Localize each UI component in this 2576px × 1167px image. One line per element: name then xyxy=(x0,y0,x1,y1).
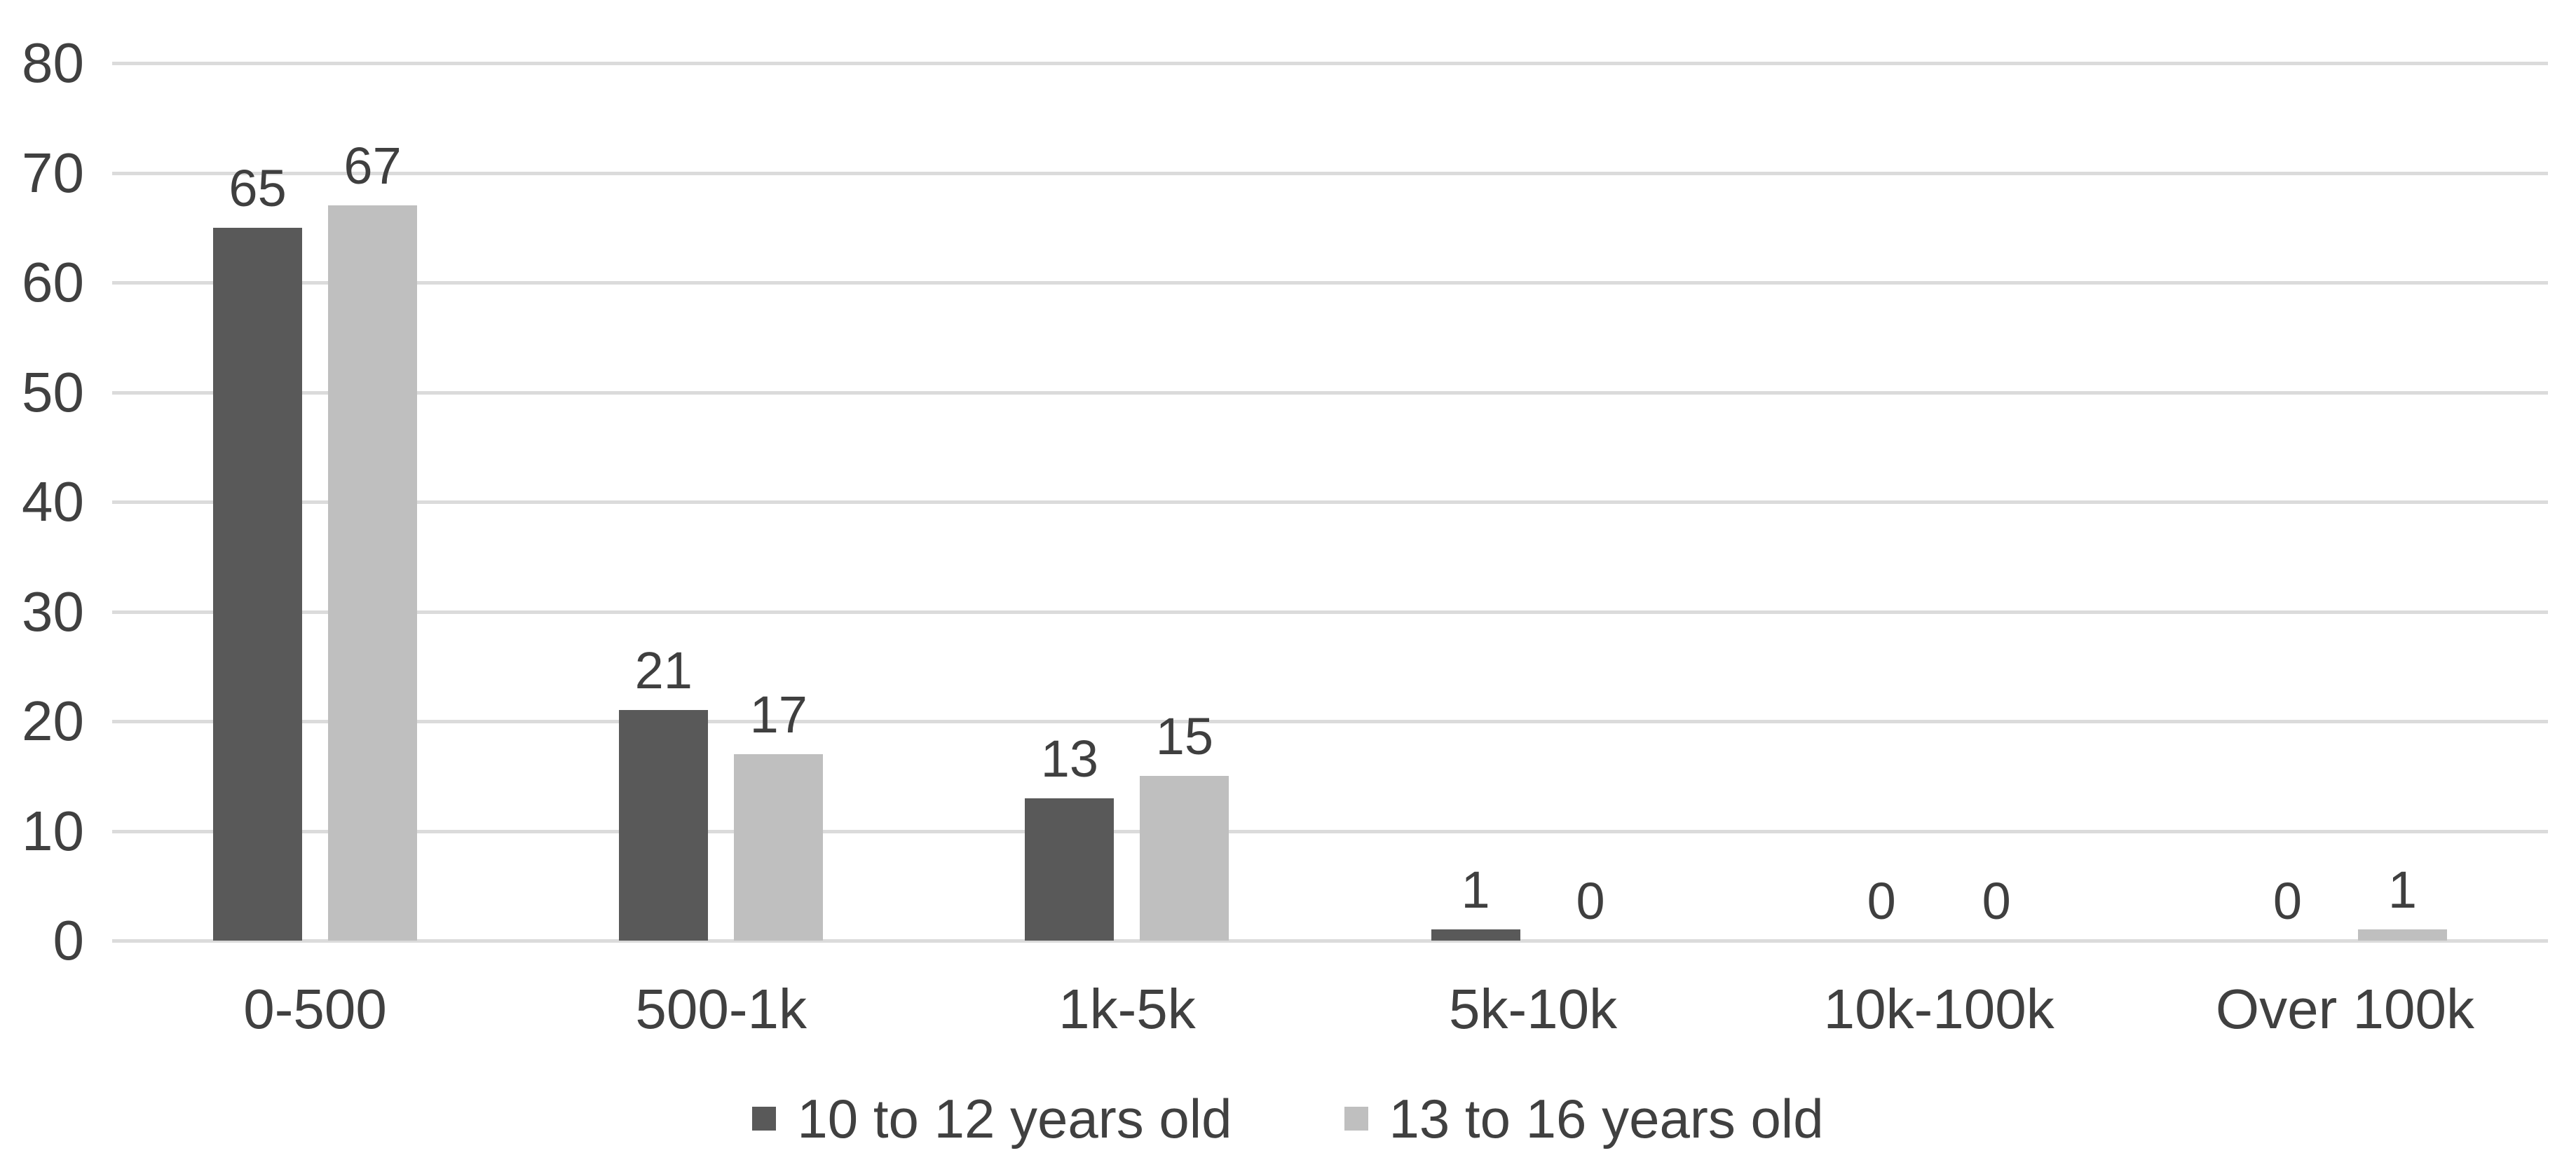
bar-value-label: 1 xyxy=(2387,861,2417,919)
bar-wrap: 17 xyxy=(734,685,824,941)
y-axis-tick-label: 0 xyxy=(53,909,85,971)
bar xyxy=(1025,798,1115,941)
bar-value-label: 13 xyxy=(1040,730,1099,788)
y-axis-tick-label: 40 xyxy=(22,470,84,533)
y-axis-tick-label: 70 xyxy=(22,141,84,204)
bar-wrap: 21 xyxy=(619,641,709,941)
legend: 10 to 12 years old 13 to 16 years old xyxy=(0,1085,2576,1152)
bar xyxy=(213,228,303,941)
y-axis-tick-label: 10 xyxy=(22,799,84,862)
bar-wrap: 13 xyxy=(1025,730,1115,941)
gridline xyxy=(112,829,2548,833)
bar-wrap: 0 xyxy=(1546,872,1635,941)
y-axis-tick-label: 30 xyxy=(22,580,84,643)
bar-wrap: 0 xyxy=(2243,872,2332,941)
x-axis-category-label: 10k-100k xyxy=(1823,978,2054,1040)
bar-wrap: 65 xyxy=(213,159,303,941)
gridline xyxy=(112,171,2548,175)
bar-wrap: 1 xyxy=(2357,861,2447,941)
bar-group: 21 17 xyxy=(518,63,924,941)
legend-swatch-icon xyxy=(1344,1107,1368,1131)
bar xyxy=(328,205,418,941)
bar-wrap: 0 xyxy=(1837,872,1926,941)
x-axis: 0-500 500-1k 1k-5k 5k-10k 10k-100k Over 100k xyxy=(112,976,2548,1046)
x-axis-category-label: Over 100k xyxy=(2215,978,2474,1040)
bar-group: 13 15 xyxy=(924,63,1330,941)
bar-value-label: 0 xyxy=(1982,872,2011,930)
bar-wrap: 15 xyxy=(1140,707,1229,941)
legend-label: 10 to 12 years old xyxy=(797,1088,1232,1149)
legend-swatch-icon xyxy=(752,1107,777,1131)
y-axis-tick-label: 60 xyxy=(22,251,84,313)
bar-value-label: 21 xyxy=(634,641,693,699)
bar-value-label: 65 xyxy=(229,159,287,217)
legend-item-series-2: 13 to 16 years old xyxy=(1344,1085,1824,1152)
legend-label: 13 to 16 years old xyxy=(1389,1088,1824,1149)
gridline xyxy=(112,281,2548,285)
bar xyxy=(2357,929,2447,941)
bar-wrap: 67 xyxy=(328,137,418,941)
y-axis-tick-label: 80 xyxy=(22,32,84,94)
gridline xyxy=(112,720,2548,723)
bar-value-label: 17 xyxy=(749,685,807,744)
bar xyxy=(619,710,709,941)
y-axis-tick-label: 20 xyxy=(22,690,84,752)
y-axis: 0 10 20 30 40 50 60 70 80 xyxy=(0,32,84,971)
bar xyxy=(1431,929,1520,941)
bar-value-label: 15 xyxy=(1155,707,1214,765)
x-axis-category-label: 1k-5k xyxy=(1058,978,1196,1040)
bar-wrap: 0 xyxy=(1952,872,2041,941)
bar xyxy=(1140,776,1229,941)
gridline xyxy=(112,939,2548,943)
bar-wrap: 1 xyxy=(1431,861,1520,941)
gridline xyxy=(112,610,2548,614)
gridline xyxy=(112,390,2548,395)
x-axis-category-label: 0-500 xyxy=(243,978,387,1040)
bar-value-label: 1 xyxy=(1461,861,1490,919)
x-axis-category-label: 5k-10k xyxy=(1449,978,1618,1040)
bar-value-label: 67 xyxy=(343,137,402,195)
plot-area: 65 67 21 17 13 15 1 0 0 0 0 1 xyxy=(112,62,2548,943)
bar-value-label: 0 xyxy=(2272,872,2302,930)
x-axis-category-label: 500-1k xyxy=(635,978,807,1040)
legend-item-series-1: 10 to 12 years old xyxy=(752,1085,1232,1152)
y-axis-tick-label: 50 xyxy=(22,360,84,423)
gridline xyxy=(112,62,2548,65)
gridline xyxy=(112,500,2548,504)
bar xyxy=(734,754,824,941)
bar-value-label: 0 xyxy=(1576,872,1605,930)
bar-group: 65 67 xyxy=(112,63,518,941)
bar-value-label: 0 xyxy=(1867,872,1896,930)
